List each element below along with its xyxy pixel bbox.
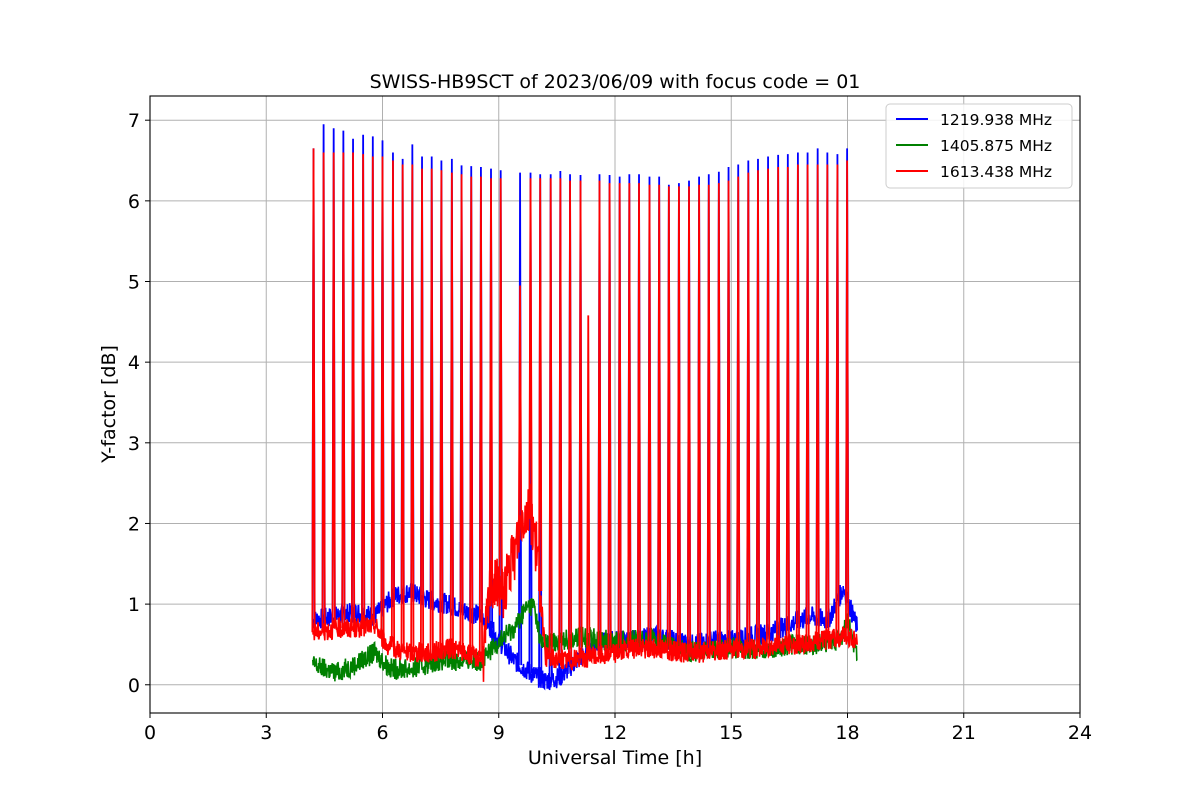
series-peak	[766, 168, 771, 647]
y-axis-label: Y-factor [dB]	[98, 345, 120, 464]
series-peak	[825, 164, 830, 640]
series-peak	[390, 160, 396, 648]
series-peak	[518, 285, 523, 526]
series-peak	[548, 178, 553, 658]
series-peak	[586, 315, 591, 658]
x-tick-label: 3	[260, 722, 272, 744]
series-peak	[558, 178, 563, 660]
series-peak	[686, 186, 692, 653]
series-peak	[350, 152, 356, 629]
series-peak	[469, 176, 474, 656]
x-tick-label: 24	[1068, 722, 1092, 744]
series-peak	[361, 154, 366, 627]
series-peak	[726, 180, 731, 649]
series-peak	[755, 170, 761, 648]
x-axis-ticks: 0 3 6 9 12 15 18 21 24	[144, 713, 1092, 744]
series-peak	[617, 183, 622, 652]
y-tick-label: 7	[128, 110, 140, 132]
series-peak	[331, 152, 336, 629]
series-peak	[528, 178, 533, 513]
series-peak	[676, 186, 681, 652]
series-layer	[311, 124, 858, 691]
series-peak	[736, 176, 741, 649]
y-tick-label: 4	[128, 352, 140, 374]
series-peak	[488, 178, 494, 580]
y-tick-label: 1	[128, 594, 140, 616]
legend-box	[885, 103, 1073, 189]
series-peak	[419, 168, 425, 653]
series-peak	[597, 180, 602, 656]
y-tick-label: 5	[128, 272, 140, 294]
y-tick-label: 3	[128, 433, 140, 455]
series-peak	[845, 160, 850, 638]
chart-title: SWISS-HB9SCT of 2023/06/09 with focus co…	[370, 71, 861, 93]
series-peak	[567, 180, 573, 661]
series-peak	[835, 164, 840, 638]
series-peak	[321, 152, 326, 631]
x-tick-label: 18	[835, 722, 859, 744]
x-tick-label: 21	[952, 722, 976, 744]
series-peak	[380, 156, 385, 638]
x-tick-label: 6	[376, 722, 388, 744]
series-peak	[647, 184, 652, 649]
legend-label-1405: 1405.875 MHz	[940, 137, 1052, 155]
x-tick-label: 12	[603, 722, 627, 744]
y-tick-label: 0	[128, 675, 140, 697]
series-peak	[478, 176, 483, 657]
x-tick-label: 15	[719, 722, 743, 744]
y-tick-label: 6	[128, 191, 140, 213]
series-peak	[776, 166, 781, 645]
series-peak	[785, 166, 790, 645]
series-peak	[370, 156, 375, 625]
series-peak	[311, 148, 316, 633]
series-peak	[400, 164, 405, 652]
x-axis-label: Universal Time [h]	[528, 747, 702, 769]
series-peak	[657, 184, 662, 649]
series-peak	[666, 186, 671, 650]
series-peak	[706, 184, 711, 653]
legend-label-1613: 1613.438 MHz	[940, 163, 1052, 181]
series-peak	[459, 174, 464, 652]
series-peak	[746, 172, 751, 649]
series-peak	[449, 172, 454, 649]
legend: 1219.938 MHz 1405.875 MHz 1613.438 MHz	[885, 103, 1073, 189]
legend-label-1219: 1219.938 MHz	[940, 111, 1052, 129]
series-peak	[805, 164, 810, 644]
x-tick-label: 0	[144, 722, 156, 744]
series-peak	[607, 183, 612, 654]
series-peak	[538, 178, 543, 592]
series-peak	[429, 168, 434, 653]
series-peak	[636, 183, 642, 649]
series-peak	[578, 180, 583, 659]
y-axis-ticks: 0 1 2 3 4 5 6 7	[128, 110, 150, 697]
series-peak	[627, 183, 632, 651]
series-peak	[697, 184, 702, 653]
series-peak	[716, 183, 721, 651]
x-tick-label: 9	[493, 722, 505, 744]
series-peak	[341, 152, 346, 629]
y-tick-label: 2	[128, 513, 140, 535]
series-peak	[498, 178, 503, 591]
series-peak	[815, 164, 820, 642]
series-2	[311, 148, 858, 682]
series-peak	[795, 164, 800, 645]
series-peak	[410, 164, 415, 653]
series-peak	[439, 170, 444, 651]
